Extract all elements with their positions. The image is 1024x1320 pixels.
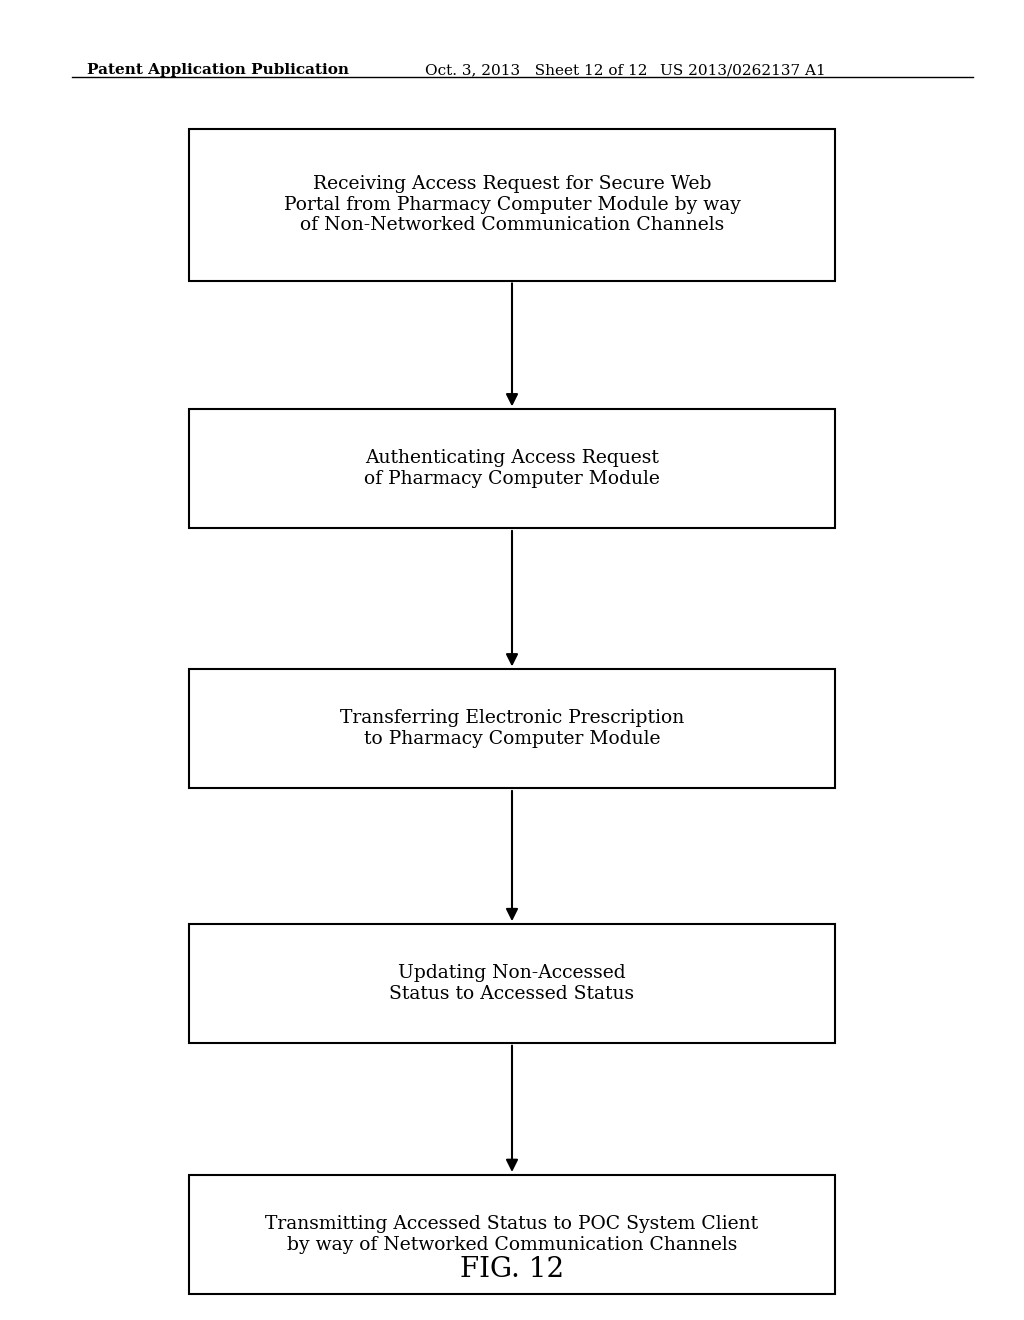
Bar <box>189 669 835 788</box>
Text: Transferring Electronic Prescription
to Pharmacy Computer Module: Transferring Electronic Prescription to … <box>340 709 684 748</box>
Text: Transmitting Accessed Status to POC System Client
by way of Networked Communicat: Transmitting Accessed Status to POC Syst… <box>265 1214 759 1254</box>
Bar <box>189 1175 835 1294</box>
Bar <box>189 129 835 281</box>
Text: Updating Non-Accessed
Status to Accessed Status: Updating Non-Accessed Status to Accessed… <box>389 964 635 1003</box>
Text: Patent Application Publication: Patent Application Publication <box>87 63 349 78</box>
Text: FIG. 12: FIG. 12 <box>460 1257 564 1283</box>
Text: Authenticating Access Request
of Pharmacy Computer Module: Authenticating Access Request of Pharmac… <box>365 449 659 488</box>
Bar <box>189 924 835 1043</box>
Text: Oct. 3, 2013   Sheet 12 of 12: Oct. 3, 2013 Sheet 12 of 12 <box>425 63 647 78</box>
Bar <box>189 409 835 528</box>
Text: Receiving Access Request for Secure Web
Portal from Pharmacy Computer Module by : Receiving Access Request for Secure Web … <box>284 174 740 235</box>
Text: US 2013/0262137 A1: US 2013/0262137 A1 <box>660 63 826 78</box>
